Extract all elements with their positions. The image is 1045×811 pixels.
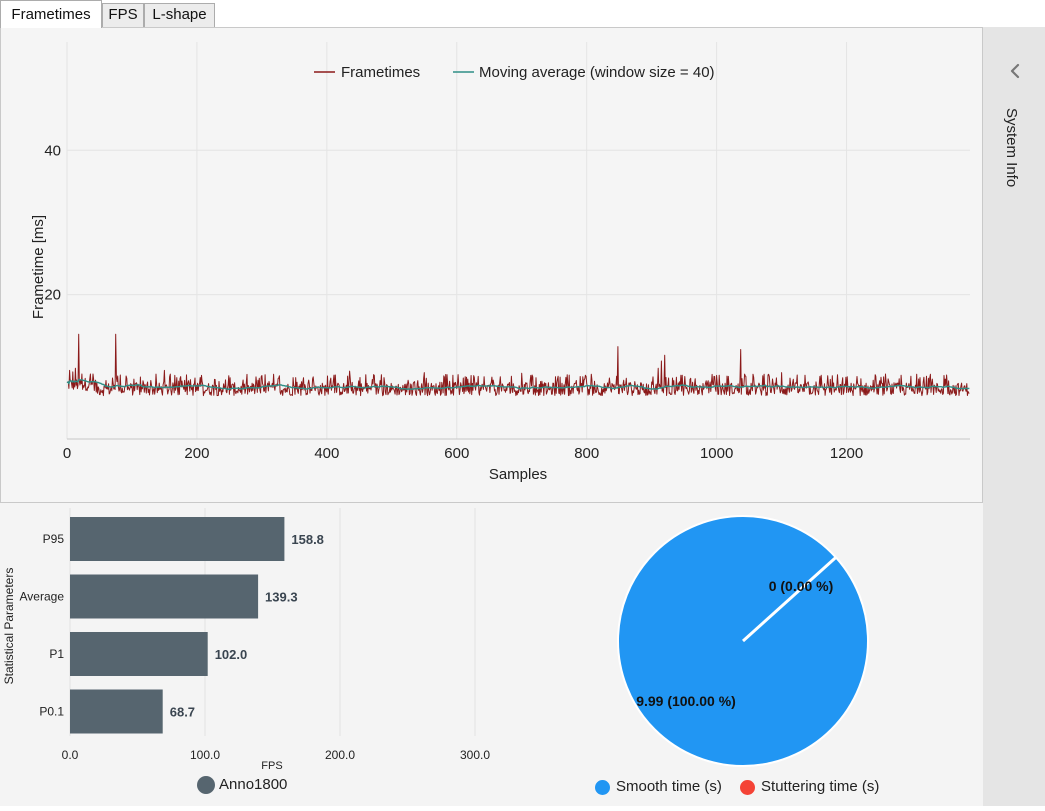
bar-value-label: 139.3 [265, 590, 298, 605]
y-axis-label: Frametime [ms] [30, 215, 47, 319]
bar-y-axis-label: Statistical Parameters [2, 568, 16, 685]
x-tick-label: 200 [184, 445, 209, 462]
y-tick-label: 40 [44, 142, 61, 159]
pie-label-smooth: 9.99 (100.00 %) [636, 693, 736, 709]
pie-label-stuttering: 0 (0.00 %) [769, 578, 834, 594]
moving-average-series-line [66, 378, 970, 390]
bar-category-label: P95 [43, 532, 65, 546]
bar-x-tick-label: 0.0 [62, 748, 79, 762]
x-tick-label: 800 [574, 445, 599, 462]
bar-category-label: P0.1 [39, 705, 64, 719]
x-tick-label: 600 [444, 445, 469, 462]
bar [70, 517, 285, 561]
bar-x-axis-label: FPS [261, 760, 282, 772]
bar-legend-label: Anno1800 [219, 776, 288, 793]
statistics-charts: Statistical Parameters P95 158.8 Average 13… [2, 508, 869, 772]
bar [70, 632, 208, 676]
bar [70, 689, 163, 734]
side-panel [983, 27, 1045, 806]
frametimes-series-line [66, 333, 970, 397]
tab-bar: Frametimes FPS L-shape [0, 0, 983, 28]
bar-value-label: 158.8 [291, 532, 324, 547]
frametime-chart-panel: 0 200 400 600 800 1000 1200 20 40 Samples Frame… [0, 27, 983, 503]
pie-legend-smooth-label: Smooth time (s) [616, 778, 722, 795]
bar-x-tick-label: 300.0 [460, 748, 490, 762]
system-info-label[interactable]: System Info [1003, 108, 1020, 188]
grid-lines [66, 42, 970, 439]
bar [70, 574, 259, 619]
bar-legend-swatch [197, 776, 215, 795]
bar-x-tick-label: 100.0 [190, 748, 220, 762]
chart-legend: Frametimes Moving average (window size =… [314, 64, 715, 81]
x-tick-labels: 0 200 400 600 800 1000 1200 [63, 445, 863, 462]
bar-x-tick-label: 200.0 [325, 748, 355, 762]
pie-legend-smooth-swatch [595, 779, 610, 795]
statistics-panel: Statistical Parameters P95 158.8 Average 13… [0, 503, 983, 806]
x-axis-label: Samples [489, 466, 547, 483]
bar-category-label: Average [20, 590, 65, 604]
x-tick-label: 400 [314, 445, 339, 462]
pie-legend-stuttering-label: Stuttering time (s) [761, 778, 880, 795]
pie-legend: Smooth time (s) Stuttering time (s) [595, 778, 879, 795]
tab-frametimes[interactable]: Frametimes [0, 0, 102, 28]
pie-chart: 9.99 (100.00 %) 0 (0.00 %) [617, 515, 869, 767]
bar-value-label: 68.7 [170, 705, 195, 720]
plot-area [67, 42, 970, 439]
chevron-left-icon[interactable] [1003, 59, 1027, 83]
x-tick-label: 1000 [700, 445, 733, 462]
bar-legend: Anno1800 [197, 776, 288, 795]
legend-moving-average-label: Moving average (window size = 40) [479, 64, 715, 81]
pie-legend-stuttering-swatch [740, 779, 756, 795]
tab-fps[interactable]: FPS [102, 3, 144, 27]
tab-l-shape[interactable]: L-shape [144, 3, 215, 27]
bar-value-label: 102.0 [215, 647, 248, 662]
y-tick-label: 20 [44, 287, 61, 304]
x-tick-label: 0 [63, 445, 71, 462]
pie-slice-boundary [741, 556, 837, 643]
bar-chart: P95 158.8 Average 139.3 P1 102.0 P0.1 68.7 [20, 517, 324, 734]
legend-frametimes-label: Frametimes [341, 64, 420, 81]
bar-x-tick-labels: 0.0 100.0 200.0 300.0 [62, 748, 491, 762]
x-tick-label: 1200 [830, 445, 863, 462]
bar-category-label: P1 [49, 647, 64, 661]
